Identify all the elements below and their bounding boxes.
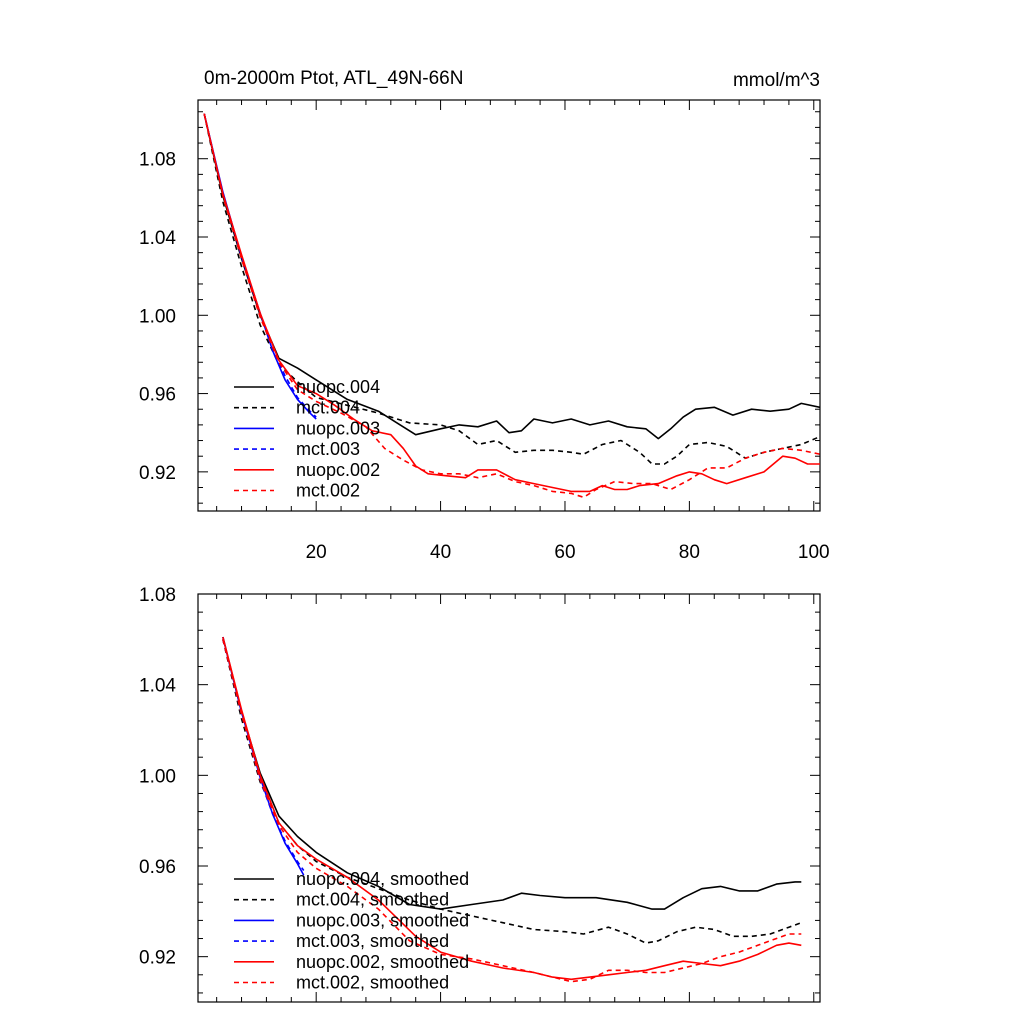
legend-entry: nuopc.002 — [296, 460, 380, 480]
legend-entry: nuopc.004 — [296, 377, 380, 397]
x-tick-label: 60 — [554, 542, 575, 563]
x-tick-label: 100 — [798, 542, 830, 563]
chart-title: 0m-2000m Ptot, ATL_49N-66N — [204, 68, 463, 89]
legend-entry: mct.002 — [296, 481, 360, 501]
legend-entry: nuopc.003 — [296, 418, 380, 438]
series-line-4 — [222, 639, 305, 871]
units-label: mmol/m^3 — [733, 70, 820, 91]
y-tick-label: 1.04 — [139, 228, 176, 249]
y-tick-label: 1.08 — [139, 585, 176, 606]
series-group — [222, 636, 802, 983]
y-tick-label: 0.96 — [139, 857, 176, 878]
x-tick-label: 80 — [679, 542, 700, 563]
x-tick-label: 40 — [430, 542, 451, 563]
legend-entry: mct.003, smoothed — [296, 931, 449, 951]
legend-entry: nuopc.002, smoothed — [296, 952, 469, 972]
series-line-2 — [222, 639, 802, 944]
legend-entry: mct.004 — [296, 398, 360, 418]
y-tick-label: 1.00 — [139, 306, 176, 327]
y-tick-label: 1.08 — [139, 150, 176, 171]
y-tick-label: 0.96 — [139, 385, 176, 406]
y-tick-label: 0.92 — [139, 948, 176, 969]
plot-frame — [197, 593, 821, 1003]
legend-entry: nuopc.003, smoothed — [296, 910, 469, 930]
legend-entry: mct.003 — [296, 439, 360, 459]
series-line-4 — [203, 113, 317, 418]
series-line-1 — [203, 113, 820, 440]
legend-entry: mct.002, smoothed — [296, 973, 449, 993]
y-tick-label: 1.00 — [139, 766, 176, 787]
legend-entry: mct.004, smoothed — [296, 890, 449, 910]
y-tick-label: 0.92 — [139, 463, 176, 484]
series-line-1 — [222, 636, 802, 910]
series-line-5 — [203, 113, 820, 493]
series-line-5 — [222, 636, 802, 981]
plot-frame — [197, 99, 821, 512]
series-line-3 — [203, 113, 317, 420]
legend: nuopc.004mct.004nuopc.003mct.003nuopc.00… — [234, 377, 380, 501]
series-line-2 — [203, 113, 820, 465]
series-group — [203, 113, 820, 499]
legend-entry: nuopc.004, smoothed — [296, 869, 469, 889]
x-tick-label: 20 — [306, 542, 327, 563]
y-tick-label: 1.04 — [139, 676, 176, 697]
top-panel: 0m-2000m Ptot, ATL_49N-66N mmol/m^3 20 40… — [139, 68, 830, 563]
